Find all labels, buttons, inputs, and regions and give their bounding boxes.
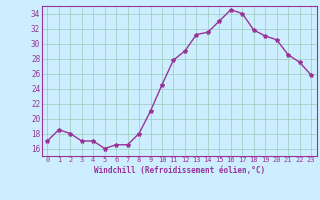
X-axis label: Windchill (Refroidissement éolien,°C): Windchill (Refroidissement éolien,°C) bbox=[94, 166, 265, 175]
